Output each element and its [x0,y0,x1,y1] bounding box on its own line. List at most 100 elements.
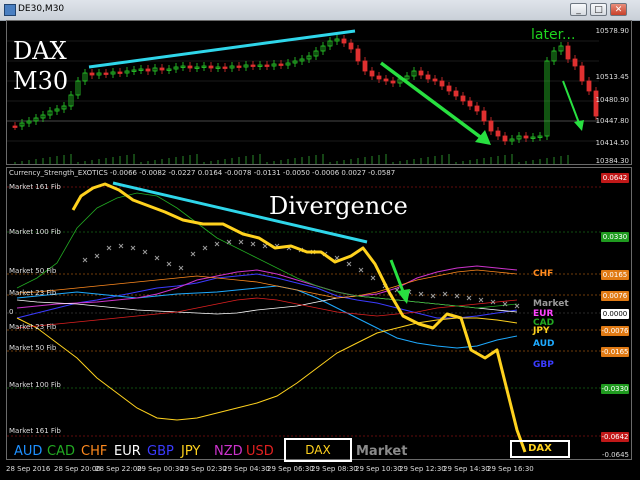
candle-body [264,64,270,67]
candle-body [124,70,130,74]
candle-body [355,48,361,62]
candle-body [222,66,228,69]
candle-body [369,70,375,77]
price-candlestick-chart[interactable] [7,21,633,166]
chart-window-titlebar[interactable]: DE30,M30 _ □ ✕ [0,0,640,21]
candle-body [362,60,368,72]
time-axis-label: 29 Sep 12:30 [399,465,446,473]
candle-body [285,62,291,66]
candle-body [201,65,207,68]
close-button[interactable]: ✕ [610,3,627,16]
level-value-box: -0.0642 [601,432,629,442]
market-marker [130,245,136,251]
candle-body [173,66,179,70]
candle-body [467,100,473,107]
candle-body [432,78,438,82]
candle-body [502,135,508,142]
market-marker [370,275,376,281]
candle-body [551,50,557,62]
candle-body [516,135,522,140]
level-value-box: -0.0330 [601,384,629,394]
market-marker [466,295,472,301]
fib-level-label: 0 [9,308,14,316]
candle-body [383,78,389,82]
maximize-button[interactable]: □ [590,3,607,16]
legend-item-jpy: JPY [181,444,201,459]
legend-item-gbp: GBP [147,444,174,459]
candle-body [390,80,396,84]
market-marker [178,265,184,271]
level-value-box: 0.0076 [601,291,629,301]
time-axis: 28 Sep 2016 28 Sep 20:00 28 Sep 22:00 29… [6,462,632,480]
price-chart-panel[interactable]: DAX M30 later... 10578.90 10513.45 10480… [6,20,632,165]
candle-body [544,60,550,137]
annotation-later: later... [531,27,576,43]
candle-body [47,110,53,116]
timeframe-label: M30 [13,67,69,95]
market-marker [202,245,208,251]
market-marker [514,303,520,309]
market-marker [190,251,196,257]
market-marker [94,253,100,259]
legend-item-nzd: NZD [214,444,243,459]
candle-body [523,135,529,139]
aud-strength-line [16,285,518,349]
level-value-box: 0.0165 [601,270,629,280]
time-axis-label: 28 Sep 2016 [6,465,51,473]
candle-body [96,72,102,76]
candle-body [26,120,32,124]
minimize-button[interactable]: _ [570,3,587,16]
candle-body [236,65,242,68]
chart-window-title: DE30,M30 [18,4,65,14]
legend-item-aud: AUD [14,444,43,459]
fib-level-label: Market 23 Fib [9,289,57,297]
fib-level-label: Market 100 Fib [9,381,61,389]
candle-body [138,68,144,71]
currency-strength-indicator-panel[interactable]: Currency_Strength_EXOTICS -0.0066 -0.008… [6,167,632,460]
currency-label-gbp: GBP [533,360,554,370]
candle-body [313,50,319,57]
later-arrow-shaft [562,80,580,124]
bottom-scale-value: -0.0645 [601,451,629,459]
time-axis-label: 29 Sep 14:30 [443,465,490,473]
market-marker [262,243,268,249]
legend-item-usd: USD [246,444,274,459]
candle-body [299,58,305,62]
price-axis-label: 10578.90 [595,27,629,35]
candle-body [320,45,326,52]
candle-body [411,70,417,77]
candle-body [166,68,172,71]
candle-body [103,72,109,75]
market-marker [454,293,460,299]
currency-label-dax: DAX [510,440,570,458]
candle-body [61,105,67,110]
level-value-box: 0.0642 [601,173,629,183]
candle-body [306,55,312,60]
candle-body [271,63,277,67]
fib-level-label: Market 50 Fib [9,267,57,275]
market-marker [346,261,352,267]
candle-body [572,58,578,67]
legend-item-cad: CAD [47,444,75,459]
candle-body [40,114,46,119]
chf-strength-line [16,269,518,299]
level-value-box: -0.0076 [601,326,629,336]
price-axis-label: 10513.45 [595,73,629,81]
candle-body [187,65,193,69]
currency-strength-chart[interactable] [7,168,633,461]
candle-body [579,65,585,82]
chart-window-icon [4,4,16,16]
market-marker [502,301,508,307]
candle-body [117,71,123,74]
candle-body [243,64,249,68]
candle-body [376,75,382,80]
market-marker [490,299,496,305]
down-arrow-head [475,130,491,145]
usd-strength-line [16,297,518,329]
candle-body [586,80,592,92]
time-axis-label: 28 Sep 22:00 [95,465,142,473]
market-marker [166,261,172,267]
candle-body [404,75,410,80]
candle-body [89,72,95,76]
